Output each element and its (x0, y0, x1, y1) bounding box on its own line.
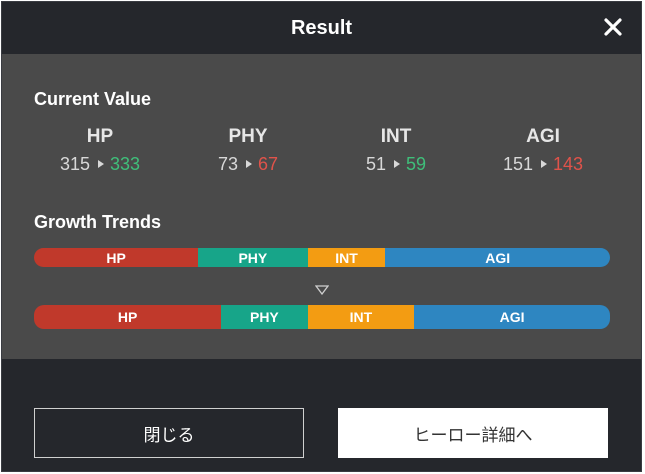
close-icon[interactable] (599, 13, 627, 41)
stat-before: 73 (217, 154, 238, 174)
arrow-right-icon (541, 160, 547, 169)
segment-phy: PHY (221, 305, 308, 329)
stat-agi: AGI 151 143 (483, 126, 603, 175)
growth-bar-after: HP PHY INT AGI (34, 305, 610, 329)
segment-hp: HP (34, 305, 222, 329)
stat-name: INT (380, 126, 412, 147)
stat-phy: PHY 73 67 (188, 126, 308, 175)
triangle-down-icon (314, 282, 330, 296)
segment-int: INT (307, 305, 415, 329)
segment-phy: PHY (198, 248, 308, 267)
current-value-heading: Current Value (34, 89, 152, 109)
segment-int: INT (307, 248, 386, 267)
segment-agi: AGI (414, 305, 610, 329)
stat-hp: HP 315 333 (40, 126, 160, 175)
segment-agi: AGI (385, 248, 610, 267)
stat-after: 59 (406, 154, 427, 174)
growth-trends-heading: Growth Trends (34, 212, 162, 232)
close-button[interactable]: 閉じる (34, 408, 304, 458)
segment-hp: HP (34, 248, 199, 267)
arrow-right-icon (98, 160, 104, 169)
stat-int: INT 51 59 (336, 126, 456, 175)
stat-name: PHY (228, 126, 268, 147)
arrow-right-icon (394, 160, 400, 169)
stat-name: AGI (526, 126, 560, 147)
stat-after: 333 (110, 154, 141, 174)
stat-after: 143 (553, 154, 584, 174)
arrow-right-icon (246, 160, 252, 169)
result-body: Current Value HP 315 333 PHY 73 67 INT 51 5… (2, 54, 641, 359)
stat-before: 151 (502, 154, 533, 174)
dialog-title: Result (290, 17, 353, 39)
stat-name: HP (86, 126, 114, 147)
hero-detail-button[interactable]: ヒーロー詳細へ (338, 408, 608, 458)
dialog-header: Result (2, 2, 641, 54)
growth-bar-before: HP PHY INT AGI (34, 248, 610, 267)
stat-after: 67 (258, 154, 279, 174)
stat-before: 315 (59, 154, 90, 174)
stat-before: 51 (365, 154, 386, 174)
